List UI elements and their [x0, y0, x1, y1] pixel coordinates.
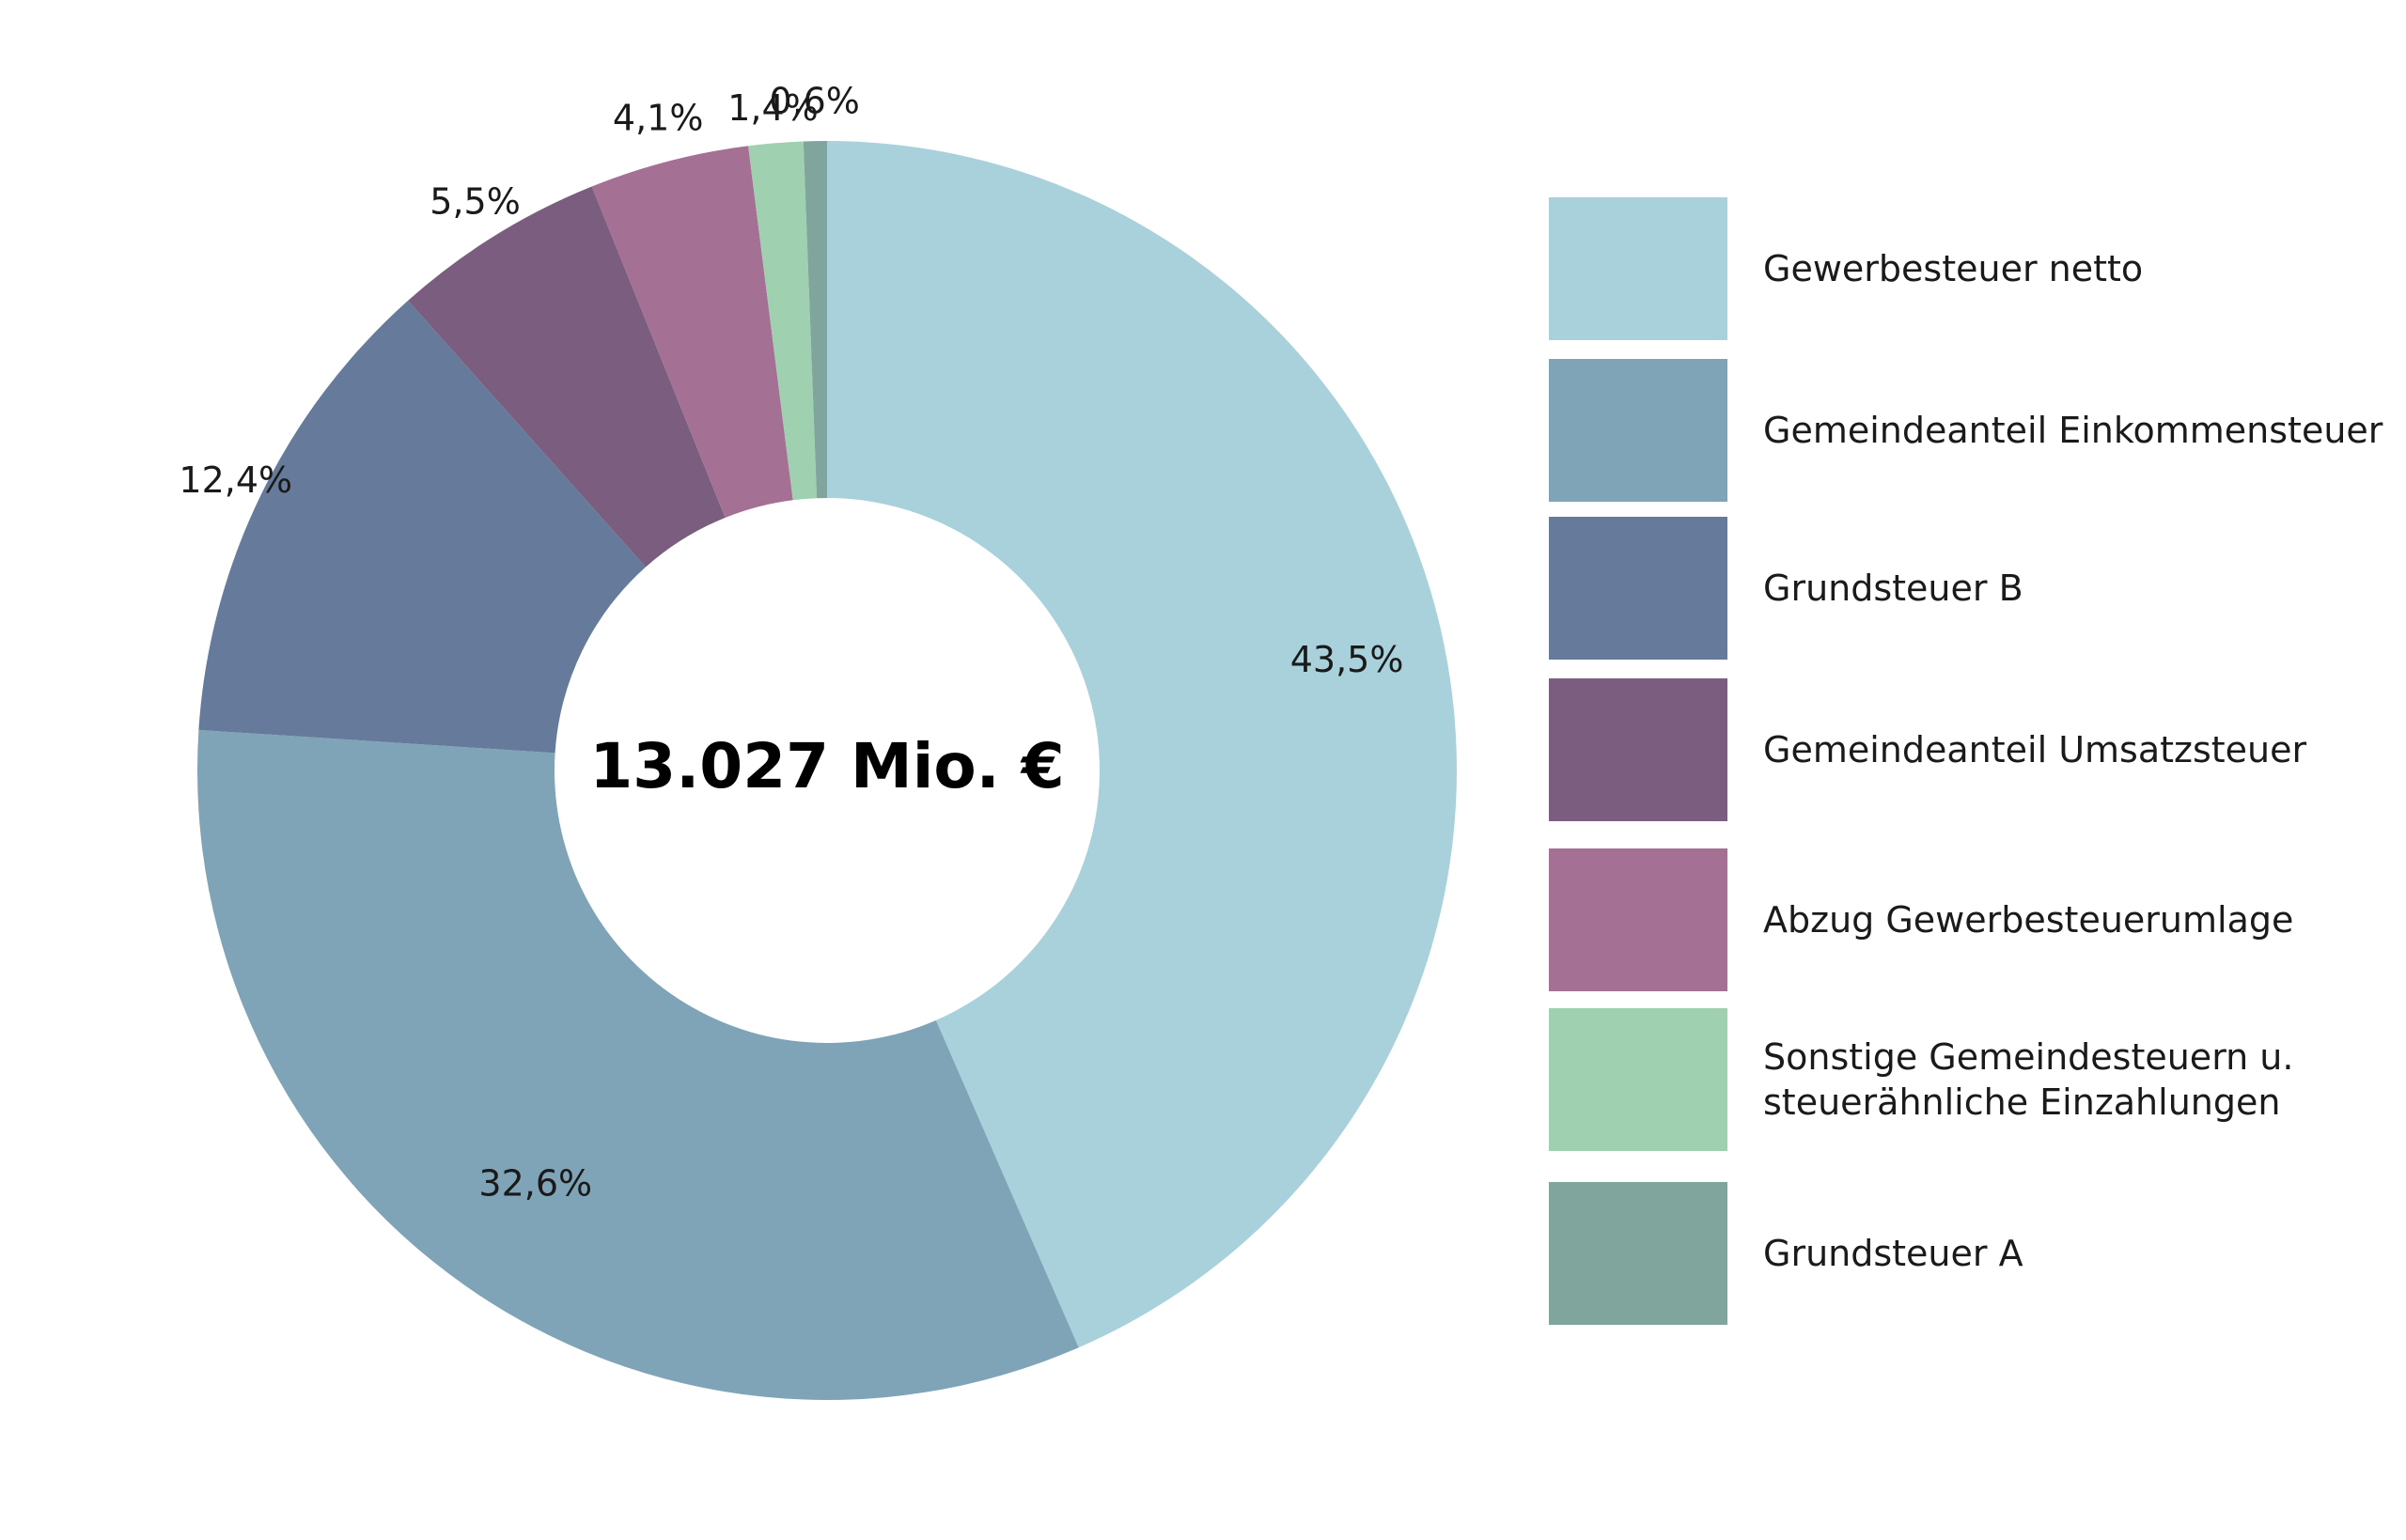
donut-slice-labels: 43,5% 32,6% 12,4% 5,5% 4,1% 1,4%0,6% [179, 81, 1403, 1205]
legend-label-5: Abzug Gewerbesteuerumlage [1763, 899, 2294, 941]
slice-label-7: 0,6% [769, 81, 860, 122]
donut-slice-6 [748, 141, 818, 501]
legend-label-2: Gemeindeanteil Einkommensteuer [1763, 410, 2383, 451]
legend-label-6: Sonstige Gemeindesteuern u. steuerähnlic… [1763, 1036, 2294, 1123]
legend-swatch-4 [1549, 678, 1727, 821]
slice-label-5: 4,1% [613, 97, 704, 138]
donut-slices [197, 141, 1457, 1400]
donut-slice-4 [408, 186, 726, 568]
legend-swatch-1 [1549, 197, 1727, 340]
legend-label-4: Gemeindeanteil Umsatzsteuer [1763, 729, 2307, 770]
donut-slice-7 [803, 141, 827, 499]
slice-label-4: 5,5% [430, 180, 521, 222]
legend-label-3: Grundsteuer B [1763, 568, 2023, 609]
donut-slice-2 [197, 729, 1079, 1400]
slice-label-2: 32,6% [478, 1162, 592, 1204]
legend-swatch-7 [1549, 1182, 1727, 1325]
donut-slice-3 [198, 300, 647, 754]
legend-swatch-6 [1549, 1008, 1727, 1151]
donut-slice-5 [591, 146, 793, 518]
legend-swatch-5 [1549, 848, 1727, 991]
slice-label-3: 12,4% [179, 459, 292, 501]
legend-label-7: Grundsteuer A [1763, 1233, 2023, 1274]
legend-swatch-3 [1549, 517, 1727, 660]
center-total-label: 13.027 Mio. € [589, 730, 1064, 802]
donut-slice-1 [827, 141, 1457, 1348]
legend-swatch-2 [1549, 359, 1727, 502]
slice-label-6: 1,4% [727, 87, 819, 129]
legend-label-1: Gewerbesteuer netto [1763, 248, 2144, 289]
legend: Gewerbesteuer netto Gemeindeanteil Einkom… [1549, 0, 2395, 1540]
slice-label-1: 43,5% [1290, 639, 1404, 680]
